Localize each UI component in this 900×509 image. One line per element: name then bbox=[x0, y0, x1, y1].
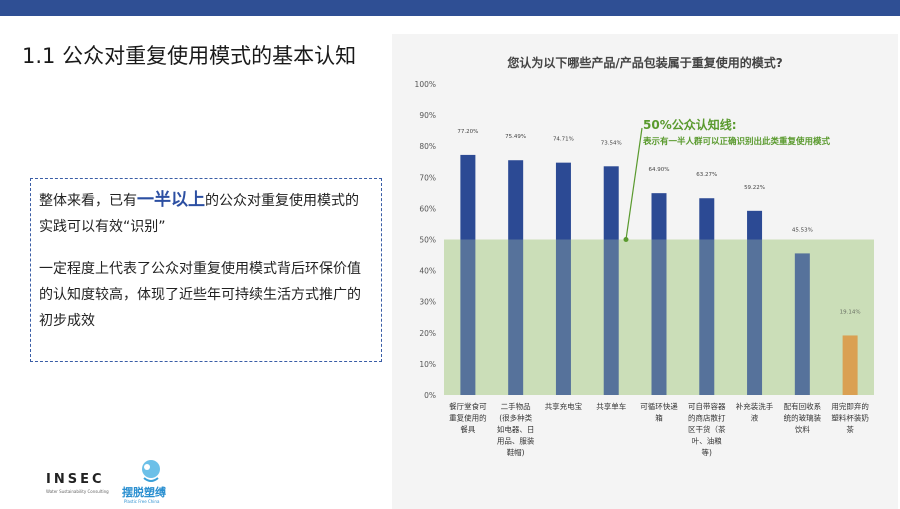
category-label: 鞋帽) bbox=[507, 447, 525, 457]
top-banner bbox=[0, 0, 900, 16]
bar bbox=[603, 166, 619, 395]
bar-value-label: 73.54% bbox=[601, 140, 622, 146]
category-label: 茶 bbox=[846, 424, 854, 434]
chart-title: 您认为以下哪些产品/产品包装属于重复使用的模式? bbox=[507, 56, 783, 70]
threshold-label: 50%公众认知线: bbox=[643, 117, 737, 132]
y-tick-label: 20% bbox=[419, 329, 436, 338]
summary-paragraph-2: 一定程度上代表了公众对重复使用模式背后环保价值的认知度较高，体现了近些年可持续生… bbox=[39, 261, 361, 329]
category-label: 共享充电宝 bbox=[545, 401, 583, 411]
bar bbox=[555, 162, 571, 395]
bar-value-label: 63.27% bbox=[696, 172, 717, 178]
y-tick-label: 90% bbox=[419, 111, 436, 120]
bar bbox=[842, 335, 858, 395]
bar-value-label: 59.22% bbox=[744, 185, 765, 191]
category-label: 可循环快递 bbox=[640, 401, 678, 411]
y-tick-label: 80% bbox=[419, 142, 436, 151]
bar bbox=[699, 198, 715, 395]
bar bbox=[508, 160, 524, 395]
category-label: 箱 bbox=[655, 413, 663, 423]
plastic-free-china-logo-icon bbox=[142, 460, 160, 482]
plastic-free-china-logo-subtitle: Plastic Free China bbox=[124, 499, 160, 504]
category-label: 塑料杯装奶 bbox=[831, 413, 869, 423]
category-label: (很多种类 bbox=[499, 413, 532, 423]
plastic-free-china-logo: 摆脱塑缚 bbox=[122, 486, 166, 499]
bar bbox=[460, 154, 476, 395]
bar-value-label: 75.49% bbox=[505, 134, 526, 140]
summary-p1-highlight: 一半以上 bbox=[137, 190, 205, 210]
bar bbox=[794, 253, 810, 395]
category-label: 的商店散打 bbox=[688, 413, 726, 423]
category-label: 二手物品 bbox=[501, 401, 531, 411]
slide-title: 1.1 公众对重复使用模式的基本认知 bbox=[22, 44, 357, 68]
category-label: 用完即弃的 bbox=[831, 401, 869, 411]
bar-value-label: 77.20% bbox=[457, 129, 478, 135]
bar-chart: 0% 10% 20% 30% 40% 50% 60% 70% 80% 90% 100% 77.20% 餐… bbox=[415, 80, 874, 457]
category-label: 饮料 bbox=[795, 424, 810, 434]
category-label: 用品、服装 bbox=[497, 436, 535, 446]
bar bbox=[747, 210, 763, 395]
y-tick-label: 30% bbox=[419, 298, 436, 307]
category-label: 区干货（茶 bbox=[688, 424, 726, 434]
summary-p1-post: 的公众对重复使用模式的实践可以有效“识别” bbox=[39, 193, 359, 235]
chart-panel: 您认为以下哪些产品/产品包装属于重复使用的模式? 0% 10% 20% 30% 40% 5… bbox=[392, 34, 898, 509]
insec-logo: INSEC bbox=[46, 472, 105, 487]
summary-p1-pre: 整体来看，已有 bbox=[39, 193, 137, 209]
summary-textbox: 整体来看，已有一半以上的公众对重复使用模式的实践可以有效“识别” 一定程度上代表… bbox=[30, 178, 382, 362]
threshold-sublabel: 表示有一半人群可以正确识别出此类重复使用模式 bbox=[642, 136, 831, 147]
category-label: 统的玻璃装 bbox=[784, 413, 822, 423]
insec-logo-subtitle: Water Sustainability Consulting bbox=[46, 489, 109, 494]
y-tick-label: 70% bbox=[419, 173, 436, 182]
bar-value-label: 64.90% bbox=[649, 167, 670, 173]
category-label: 共享单车 bbox=[596, 401, 626, 411]
category-label: 如电器、日 bbox=[497, 424, 535, 434]
y-tick-label: 100% bbox=[415, 80, 436, 89]
category-label: 可自带容器 bbox=[688, 401, 726, 411]
bar-value-label: 19.14% bbox=[840, 309, 861, 315]
category-label: 餐具 bbox=[460, 425, 475, 434]
category-label: 叶、油粮 bbox=[692, 436, 722, 446]
y-tick-label: 50% bbox=[419, 236, 436, 245]
bar-value-label: 45.53% bbox=[792, 227, 813, 233]
category-label: 餐厅堂食可 bbox=[449, 401, 487, 411]
threshold-callout-line bbox=[625, 127, 643, 240]
category-label: 等) bbox=[702, 447, 712, 457]
threshold-band-overlay bbox=[444, 239, 874, 395]
threshold-marker bbox=[623, 237, 629, 242]
y-tick-label: 40% bbox=[419, 267, 436, 276]
category-label: 补充装洗手 bbox=[736, 401, 774, 411]
bar-value-label: 74.71% bbox=[553, 137, 574, 143]
category-label: 液 bbox=[751, 413, 759, 423]
y-tick-label: 0% bbox=[424, 391, 436, 400]
category-label: 重复使用的 bbox=[449, 413, 487, 423]
category-label: 配有回收系 bbox=[784, 401, 822, 411]
y-tick-label: 10% bbox=[419, 360, 436, 369]
y-tick-label: 60% bbox=[419, 204, 436, 213]
bar bbox=[651, 193, 667, 395]
summary-paragraph-1: 整体来看，已有一半以上的公众对重复使用模式的实践可以有效“识别” bbox=[39, 187, 371, 240]
